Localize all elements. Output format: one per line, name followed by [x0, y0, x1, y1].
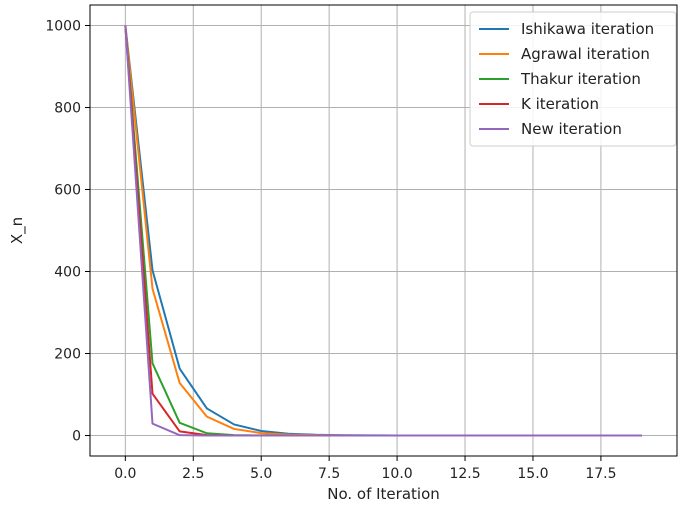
legend-box: [469, 11, 677, 147]
x-tick-label: 15.0: [517, 466, 548, 482]
legend-entry: Ishikawa iteration: [521, 20, 654, 38]
x-tick-label: 10.0: [382, 466, 413, 482]
x-tick-label: 7.5: [318, 466, 340, 482]
y-tick-label: 400: [54, 265, 81, 281]
x-axis-label: No. of Iteration: [327, 485, 440, 503]
x-tick-label: 2.5: [182, 466, 204, 482]
legend-entry: New iteration: [521, 120, 622, 138]
legend-entry: Thakur iteration: [520, 70, 641, 88]
y-axis-label: X_n: [8, 217, 27, 244]
y-tick-label: 0: [72, 429, 81, 445]
x-tick-label: 0.0: [114, 466, 136, 482]
x-tick-label: 5.0: [250, 466, 272, 482]
y-tick-label: 600: [54, 183, 81, 199]
y-axis-ticks: 0 200 400 600 800 1000: [45, 19, 90, 445]
legend-entry: K iteration: [521, 95, 599, 113]
x-axis-ticks: 0.0 2.5 5.0 7.5 10.0 12.5 15.0 17.5: [114, 456, 616, 482]
legend: Ishikawa iteration Agrawal iteration Thaku…: [469, 11, 677, 147]
y-tick-label: 800: [54, 101, 81, 117]
series-line-new-iteration: [124, 25, 642, 437]
y-tick-label: 1000: [45, 19, 81, 35]
plot-frame: [89, 4, 678, 457]
series-lines: [124, 25, 642, 437]
x-tick-label: 17.5: [585, 466, 616, 482]
legend-entry: Agrawal iteration: [521, 45, 650, 63]
y-tick-label: 200: [54, 347, 81, 363]
x-tick-label: 12.5: [449, 466, 480, 482]
